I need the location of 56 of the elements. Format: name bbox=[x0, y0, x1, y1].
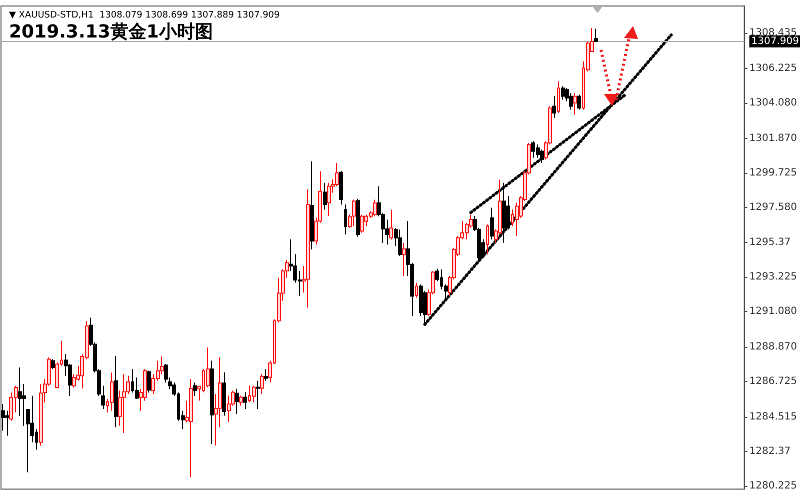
y-tick-label: 1286.725 bbox=[749, 376, 798, 388]
candlestick bbox=[573, 92, 577, 116]
candlestick bbox=[51, 358, 55, 370]
candlestick bbox=[101, 385, 105, 410]
y-tick-label: 1284.515 bbox=[749, 412, 798, 423]
y-tick-label: 1301.870 bbox=[749, 132, 798, 144]
candlestick bbox=[356, 198, 360, 238]
y-tick-label: 1299.725 bbox=[749, 167, 798, 178]
candlestick bbox=[114, 355, 118, 428]
candlestick bbox=[402, 242, 406, 277]
candlestick bbox=[360, 214, 364, 234]
candlestick bbox=[260, 373, 264, 394]
candlestick bbox=[252, 385, 256, 403]
candlestick bbox=[222, 372, 226, 416]
candlestick bbox=[490, 207, 494, 240]
candlestick bbox=[235, 388, 239, 414]
candlestick bbox=[1, 404, 5, 432]
y-tick-label: 1288.870 bbox=[749, 342, 798, 353]
candlestick bbox=[373, 199, 377, 217]
candlestick bbox=[243, 392, 247, 410]
y-tick-label: 1293.225 bbox=[749, 272, 798, 283]
y-tick-label: 1306.225 bbox=[749, 62, 798, 74]
candlestick bbox=[210, 360, 214, 444]
candlestick bbox=[239, 395, 243, 406]
candlestick bbox=[552, 96, 556, 118]
text: ▼ XAUUSD-STD,H1 1308.079 1308.699 1307.889 1307.909 bbox=[9, 10, 280, 20]
candlestick bbox=[110, 372, 114, 412]
candlestick bbox=[577, 94, 581, 110]
candlestick bbox=[264, 368, 268, 382]
y-tick-label: 1295.37 bbox=[749, 237, 791, 248]
y-tick-label: 1291.080 bbox=[749, 306, 798, 318]
candlestick bbox=[398, 229, 402, 257]
y-tick-label: 1280.225 bbox=[749, 480, 798, 491]
candlestick bbox=[594, 28, 598, 42]
candlestick bbox=[352, 199, 356, 227]
candlestick bbox=[339, 170, 343, 206]
y-tick-label: 1304.080 bbox=[749, 97, 798, 108]
candlestick bbox=[193, 382, 197, 396]
candlestick bbox=[256, 380, 260, 410]
candlestick bbox=[147, 370, 151, 393]
text: 2019.3.13黄金1小时图 bbox=[9, 22, 213, 42]
candlestick bbox=[323, 182, 327, 210]
candlestick bbox=[306, 188, 310, 308]
candlestick bbox=[561, 86, 565, 100]
candlestick bbox=[557, 80, 560, 114]
y-tick-label: 1282.37 bbox=[749, 446, 791, 458]
candlestick bbox=[344, 204, 347, 235]
ref-line-label: 1307.909 bbox=[751, 36, 800, 47]
candlestick bbox=[486, 224, 489, 255]
candlestick bbox=[310, 160, 314, 250]
candlestick bbox=[122, 374, 126, 434]
y-tick-label: 1297.580 bbox=[749, 202, 798, 213]
candlestick bbox=[189, 378, 193, 478]
candlestick bbox=[327, 182, 331, 217]
candlestick bbox=[389, 209, 393, 240]
candlestick bbox=[415, 282, 418, 298]
